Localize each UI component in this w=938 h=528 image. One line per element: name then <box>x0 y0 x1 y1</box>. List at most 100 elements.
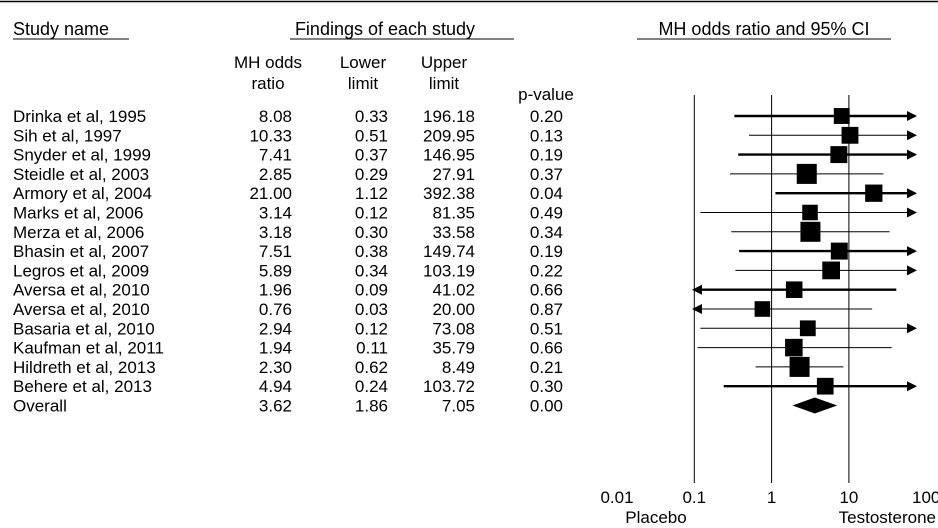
or-value: 1.96 <box>259 281 292 300</box>
point-estimate <box>841 126 859 144</box>
lower-value: 1.86 <box>355 397 388 416</box>
ci-arrow-left <box>692 284 702 295</box>
lower-value: 0.12 <box>355 204 388 223</box>
or-value: 0.76 <box>259 300 292 319</box>
lower-value: 1.12 <box>355 184 388 203</box>
ci-arrow-right <box>907 265 917 276</box>
lower-value: 0.33 <box>355 107 388 126</box>
point-estimate <box>800 221 821 242</box>
axis-tick-label: 0.1 <box>682 488 706 507</box>
study-name: Overall <box>13 397 67 416</box>
ci-arrow-left <box>692 304 702 314</box>
point-estimate <box>802 204 818 221</box>
overall-diamond <box>792 397 838 414</box>
header-study-name: Study name <box>13 19 109 39</box>
study-name: Kaufman et al, 2011 <box>13 339 164 358</box>
upper-value: 146.95 <box>423 146 475 165</box>
ci-arrow-right <box>907 246 917 257</box>
col-or-line2: ratio <box>251 74 284 93</box>
p-value: 0.04 <box>530 184 563 203</box>
p-value: 0.51 <box>530 319 563 338</box>
p-value: 0.19 <box>530 242 563 261</box>
ci-arrow-right <box>907 188 917 199</box>
axis-tick-label: 0.01 <box>600 488 633 507</box>
lower-value: 0.09 <box>355 281 388 300</box>
study-name: Armory et al, 2004 <box>13 184 152 203</box>
p-value: 0.00 <box>530 397 563 416</box>
lower-value: 0.38 <box>355 242 388 261</box>
col-or-line1: MH odds <box>234 53 302 72</box>
upper-value: 20.00 <box>432 300 475 319</box>
ci-arrow-right <box>907 323 917 334</box>
upper-value: 8.49 <box>442 358 475 377</box>
p-value: 0.87 <box>530 300 563 319</box>
lower-value: 0.30 <box>355 223 388 242</box>
study-name: Merza et al, 2006 <box>13 223 144 242</box>
ci-arrow-right <box>907 130 917 141</box>
upper-value: 196.18 <box>423 107 475 126</box>
or-value: 7.41 <box>259 146 292 165</box>
ci-arrow-right <box>907 149 917 160</box>
study-name: Bhasin et al, 2007 <box>13 242 149 261</box>
ci-arrow-right <box>907 207 917 218</box>
lower-value: 0.12 <box>355 319 388 338</box>
p-value: 0.22 <box>530 261 563 280</box>
col-lower-line1: Lower <box>340 53 387 72</box>
upper-value: 209.95 <box>423 126 475 145</box>
or-value: 2.85 <box>259 165 292 184</box>
study-name: Marks et al, 2006 <box>13 204 143 223</box>
point-estimate <box>833 108 850 124</box>
p-value: 0.34 <box>530 223 563 242</box>
axis-tick-label: 10 <box>839 488 858 507</box>
lower-value: 0.62 <box>355 358 388 377</box>
or-value: 2.94 <box>259 319 292 338</box>
or-value: 7.51 <box>259 242 292 261</box>
lower-value: 0.29 <box>355 165 388 184</box>
p-value: 0.37 <box>530 165 563 184</box>
upper-value: 103.19 <box>423 261 475 280</box>
study-name: Behere et al, 2013 <box>13 377 152 396</box>
p-value: 0.49 <box>530 204 563 223</box>
p-value: 0.66 <box>530 281 563 300</box>
or-value: 3.62 <box>259 397 292 416</box>
ci-arrow-right <box>907 381 917 392</box>
col-lower-line2: limit <box>348 74 378 93</box>
col-upper-line1: Upper <box>421 53 468 72</box>
p-value: 0.66 <box>530 339 563 358</box>
p-value: 0.21 <box>530 358 563 377</box>
plot-area: 0.01 0.1 1 10 100 Placebo Testosterone <box>600 95 938 527</box>
p-value: 0.19 <box>530 146 563 165</box>
lower-value: 0.24 <box>355 377 388 396</box>
col-upper-line2: limit <box>429 74 459 93</box>
study-name: Aversa et al, 2010 <box>13 300 150 319</box>
upper-value: 73.08 <box>432 319 475 338</box>
or-value: 3.14 <box>259 204 292 223</box>
or-value: 5.89 <box>259 261 292 280</box>
point-estimate <box>799 320 816 337</box>
study-name: Aversa et al, 2010 <box>13 281 150 300</box>
upper-value: 27.91 <box>432 165 475 184</box>
or-value: 3.18 <box>259 223 292 242</box>
study-name: Drinka et al, 1995 <box>13 107 146 126</box>
axis-tick-label: 1 <box>767 488 776 507</box>
point-estimate <box>789 356 810 377</box>
axis-right-label: Testosterone <box>839 508 936 527</box>
upper-value: 81.35 <box>432 204 475 223</box>
point-estimate <box>865 184 883 202</box>
lower-value: 0.51 <box>355 126 388 145</box>
upper-value: 35.79 <box>432 339 475 358</box>
col-p: p-value <box>518 85 574 104</box>
table-rows: Drinka et al, 1995 8.08 0.33 196.18 0.20 Sih … <box>13 107 563 416</box>
upper-value: 149.74 <box>423 242 475 261</box>
axis-tick-label: 100 <box>912 488 938 507</box>
study-name: Legros et al, 2009 <box>13 261 149 280</box>
lower-value: 0.37 <box>355 146 388 165</box>
upper-value: 392.38 <box>423 184 475 203</box>
header-plot-title: MH odds ratio and 95% CI <box>658 19 869 39</box>
lower-value: 0.34 <box>355 261 388 280</box>
point-estimate <box>830 242 848 260</box>
point-estimate <box>785 338 803 357</box>
point-estimate <box>830 146 848 164</box>
upper-value: 33.58 <box>432 223 475 242</box>
